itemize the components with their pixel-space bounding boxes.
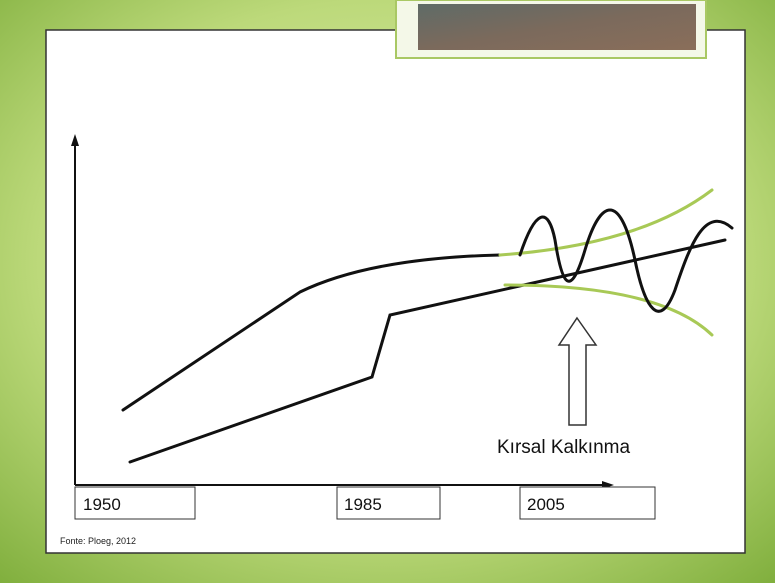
- year-label: 1950: [83, 495, 121, 514]
- annotation: Kırsal Kalkınma: [497, 437, 630, 458]
- title-tab-image: [418, 4, 696, 50]
- year-label: 1985: [344, 495, 382, 514]
- source: Fonte: Ploeg, 2012: [60, 536, 136, 546]
- content-panel: [46, 30, 745, 553]
- year-label: 2005: [527, 495, 565, 514]
- slide: Kırsal Kalkınma 1950 1985 2005 Fonte: Pl…: [0, 0, 775, 583]
